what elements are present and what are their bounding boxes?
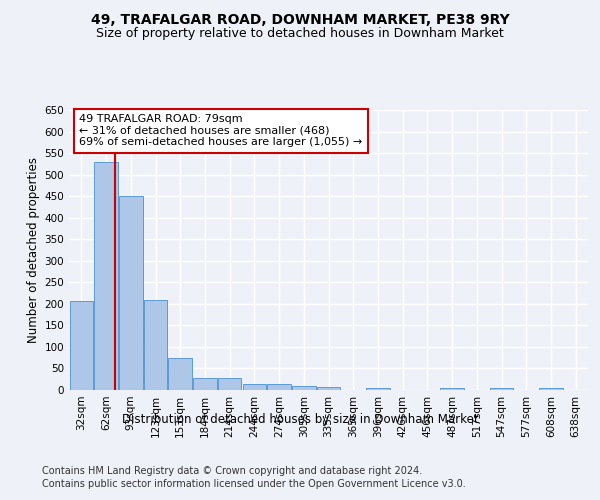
Bar — [292, 386, 316, 390]
Bar — [169, 358, 192, 390]
Bar — [144, 300, 167, 390]
Bar — [94, 162, 118, 390]
Bar — [440, 388, 464, 390]
Text: Contains HM Land Registry data © Crown copyright and database right 2024.: Contains HM Land Registry data © Crown c… — [42, 466, 422, 476]
Text: 49 TRAFALGAR ROAD: 79sqm
← 31% of detached houses are smaller (468)
69% of semi-: 49 TRAFALGAR ROAD: 79sqm ← 31% of detach… — [79, 114, 362, 148]
Bar — [317, 387, 340, 390]
Bar — [268, 384, 291, 390]
Bar — [539, 388, 563, 390]
Bar — [242, 384, 266, 390]
Text: Distribution of detached houses by size in Downham Market: Distribution of detached houses by size … — [122, 412, 478, 426]
Bar — [366, 388, 389, 390]
Text: Size of property relative to detached houses in Downham Market: Size of property relative to detached ho… — [96, 28, 504, 40]
Bar — [70, 301, 93, 390]
Bar — [193, 378, 217, 390]
Bar — [218, 378, 241, 390]
Text: Contains public sector information licensed under the Open Government Licence v3: Contains public sector information licen… — [42, 479, 466, 489]
Text: 49, TRAFALGAR ROAD, DOWNHAM MARKET, PE38 9RY: 49, TRAFALGAR ROAD, DOWNHAM MARKET, PE38… — [91, 12, 509, 26]
Bar — [490, 388, 513, 390]
Bar — [119, 196, 143, 390]
Y-axis label: Number of detached properties: Number of detached properties — [27, 157, 40, 343]
